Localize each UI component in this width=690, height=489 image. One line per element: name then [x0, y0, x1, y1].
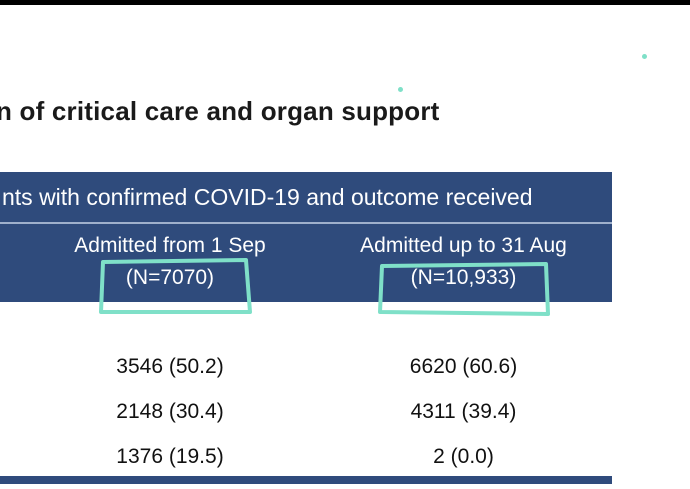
table-cell: 2 (0.0)	[433, 445, 494, 468]
table-bottom-rule	[0, 476, 612, 484]
section-heading: n of critical care and organ support	[0, 96, 440, 126]
table-cell: 6620 (60.6)	[409, 355, 518, 378]
table-cell: 2148 (30.4)	[116, 400, 224, 423]
table-header: nts with confirmed COVID-19 and outcome …	[0, 172, 612, 302]
decorative-dot	[398, 87, 403, 92]
column-n-count: (N=7070)	[125, 266, 215, 289]
column-label: Admitted from 1 Sep	[74, 234, 266, 257]
top-edge-bar	[0, 0, 690, 5]
table-row: 3546 (50.2) 6620 (60.6)	[0, 355, 612, 399]
decorative-dot	[642, 54, 647, 59]
table-cell: 1376 (19.5)	[116, 445, 224, 468]
table-header-title: nts with confirmed COVID-19 and outcome …	[2, 184, 533, 210]
table-row: 2148 (30.4) 4311 (39.4)	[0, 400, 612, 444]
table-row: 1376 (19.5) 2 (0.0)	[0, 445, 612, 489]
column-label: Admitted up to 31 Aug	[360, 234, 567, 257]
column-header-from-1-sep: Admitted from 1 Sep (N=7070)	[20, 230, 320, 294]
table-cell: 3546 (50.2)	[116, 355, 224, 378]
table-cell: 4311 (39.4)	[410, 400, 517, 423]
column-header-up-to-31-aug: Admitted up to 31 Aug (N=10,933)	[315, 230, 612, 294]
header-divider	[0, 222, 612, 224]
column-n-count: (N=10,933)	[410, 266, 517, 289]
